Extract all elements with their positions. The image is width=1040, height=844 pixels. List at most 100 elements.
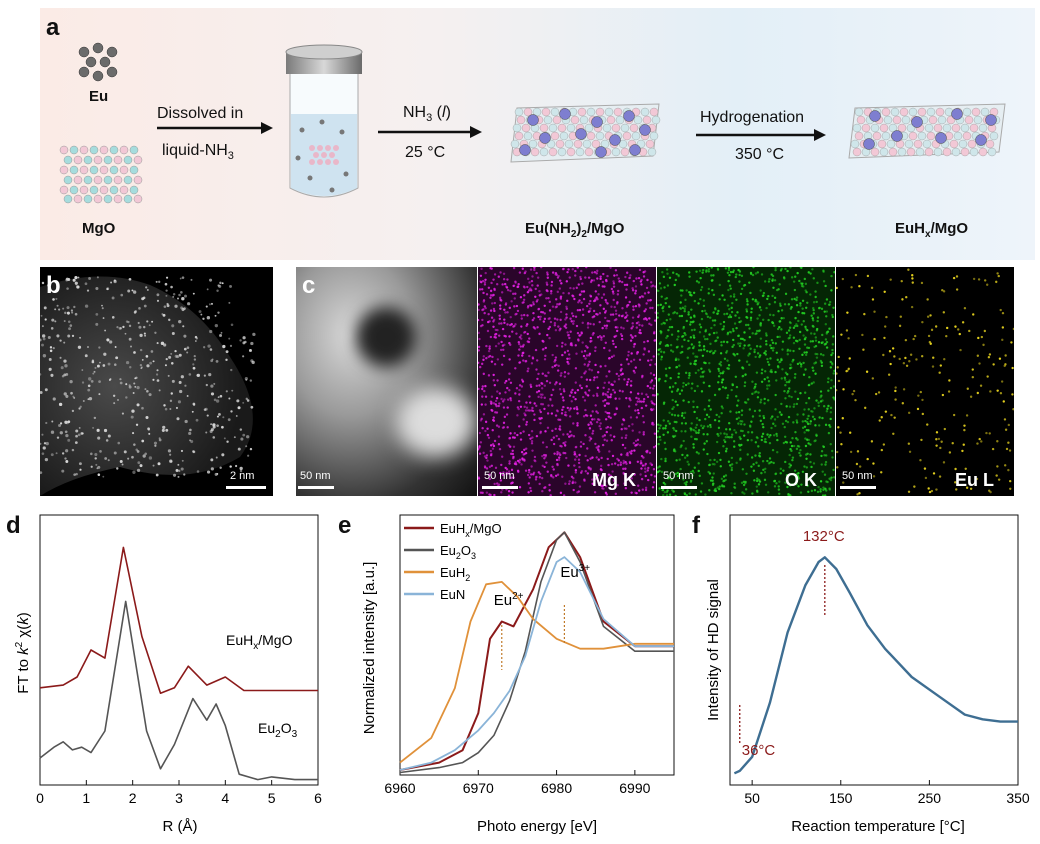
eds-dot — [954, 481, 957, 484]
eds-dot — [748, 281, 751, 284]
eds-dot — [697, 281, 701, 284]
eds-dot — [514, 292, 517, 295]
eds-dot — [756, 352, 760, 355]
eds-dot — [668, 422, 671, 425]
eds-dot — [683, 411, 687, 415]
eds-dot — [593, 271, 597, 274]
arrow-right-icon — [378, 126, 482, 138]
atom-dot — [64, 430, 68, 434]
eds-dot — [803, 391, 807, 394]
eds-dot — [807, 429, 810, 432]
eds-dot — [755, 300, 758, 303]
eds-dot — [705, 267, 709, 269]
eds-dot — [503, 381, 507, 384]
series-label-eu2o3: Eu2O3 — [258, 720, 298, 740]
eds-dot — [509, 397, 512, 400]
eds-dot — [488, 477, 492, 481]
eds-dot — [818, 424, 821, 427]
atom-dot — [74, 281, 78, 285]
eds-dot — [690, 328, 694, 332]
atom-dot — [41, 343, 44, 347]
eds-dot — [685, 480, 688, 484]
atom-dot — [128, 324, 132, 328]
atom-dot — [116, 326, 119, 329]
eds-dot — [500, 340, 503, 344]
atom-dot — [142, 454, 146, 458]
eds-dot — [799, 304, 802, 307]
eds-dot — [755, 485, 758, 488]
eds-dot — [595, 420, 599, 424]
eds-dot — [695, 417, 699, 420]
eds-dot — [678, 458, 681, 461]
eds-dot — [837, 355, 840, 359]
atom-dot — [172, 293, 176, 296]
atom-dot — [133, 443, 136, 446]
eds-dot — [752, 267, 755, 269]
eds-dot — [495, 282, 499, 286]
atom-dot — [143, 325, 146, 329]
eds-dot — [555, 298, 558, 301]
atom-dot — [192, 292, 195, 295]
eds-dot — [563, 375, 567, 378]
eds-dot — [647, 350, 651, 353]
atom-dot — [67, 420, 71, 424]
eds-dot — [827, 303, 831, 306]
lattice-atom — [852, 147, 862, 157]
eds-dot — [483, 305, 487, 308]
atom-dot — [97, 465, 101, 469]
eds-dot — [692, 405, 695, 409]
lattice-atom — [570, 115, 580, 125]
eds-dot — [665, 374, 668, 378]
eds-dot — [737, 342, 740, 345]
eds-dot — [603, 285, 606, 288]
eds-dot — [720, 344, 723, 347]
eds-dot — [831, 348, 834, 352]
eds-dot — [719, 465, 722, 468]
eds-dot — [930, 328, 934, 332]
eds-dot — [609, 395, 612, 399]
atom-dot — [56, 304, 59, 307]
lattice-atom — [530, 147, 540, 157]
eds-dot — [824, 463, 827, 466]
atom-dot — [71, 311, 74, 314]
atom-dot — [208, 372, 212, 377]
eds-dot — [785, 331, 789, 335]
eds-dot — [887, 373, 891, 376]
series-line — [39, 600, 318, 781]
eds-dot — [483, 283, 487, 286]
eds-dot — [699, 490, 703, 493]
step1-top-label: Dissolved in — [157, 105, 244, 122]
eds-dot — [545, 379, 549, 383]
eds-dot — [576, 331, 580, 335]
eds-dot — [511, 330, 514, 333]
eds-dot — [807, 442, 810, 445]
eds-dot — [788, 387, 791, 390]
atom-dot — [92, 426, 95, 429]
eds-dot — [935, 431, 939, 434]
eds-dot — [728, 284, 732, 287]
eds-dot — [512, 325, 515, 328]
eds-dot — [763, 397, 766, 401]
eds-dot — [938, 475, 942, 478]
atom-dot — [75, 434, 78, 438]
eds-dot — [664, 367, 668, 370]
eds-dot — [481, 385, 484, 388]
eds-dot — [485, 454, 489, 457]
dark-region — [356, 307, 416, 367]
eds-dot — [545, 374, 548, 378]
eds-dot — [624, 446, 627, 450]
atom-dot — [77, 276, 80, 279]
eds-dot — [842, 388, 845, 391]
eds-dot — [824, 487, 827, 491]
eds-dot — [500, 291, 504, 294]
atom-dot — [252, 332, 256, 337]
eds-dot — [855, 462, 859, 466]
eds-dot — [1002, 400, 1005, 403]
eds-dot — [728, 428, 732, 431]
atom-dot — [59, 339, 62, 342]
atom-dot — [174, 349, 177, 353]
eds-dot — [693, 466, 697, 469]
eds-dot — [529, 385, 533, 389]
eds-dot — [651, 486, 655, 489]
